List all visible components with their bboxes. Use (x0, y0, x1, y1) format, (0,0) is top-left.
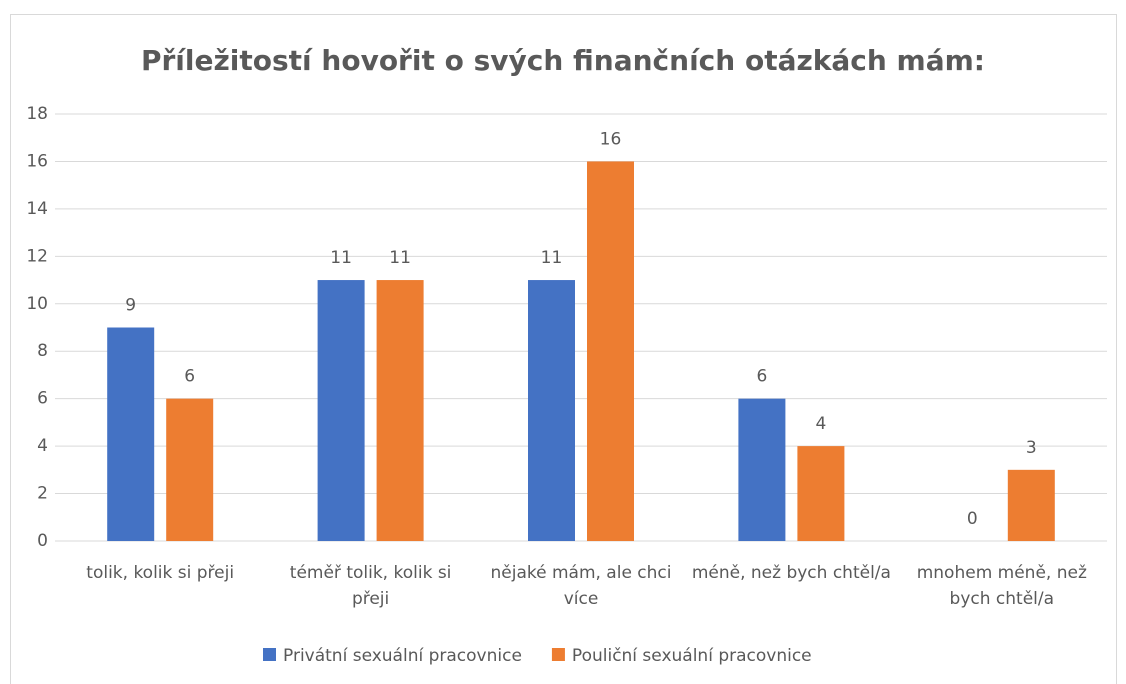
x-tick-label: nějaké mám, ale chci více (490, 563, 672, 609)
x-tick-label: téměř tolik, kolik si přeji (289, 563, 452, 609)
bar (587, 161, 634, 541)
data-label: 11 (541, 248, 563, 268)
data-label: 6 (184, 367, 195, 387)
legend-swatch (551, 648, 565, 661)
legend-swatch (263, 648, 276, 661)
y-tick-label: 12 (26, 246, 48, 266)
data-label: 11 (330, 248, 352, 268)
y-tick-label: 18 (26, 104, 48, 124)
legend-label: Pouliční sexuální pracovnice (572, 646, 812, 666)
bar (107, 327, 155, 541)
data-label: 16 (600, 129, 622, 149)
data-label: 3 (1026, 438, 1037, 458)
chart-title: Příležitostí hovořit o svých finančních … (141, 44, 985, 77)
data-label: 11 (389, 248, 411, 268)
y-tick-label: 16 (26, 151, 48, 171)
data-label: 0 (967, 509, 978, 529)
y-tick-label: 0 (37, 531, 48, 551)
bar (528, 280, 575, 541)
x-tick-label: mnohem méně, než bych chtěl/a (916, 563, 1087, 609)
data-label: 4 (815, 414, 826, 434)
bar (317, 280, 365, 541)
legend-label: Privátní sexuální pracovnice (283, 646, 522, 666)
y-tick-label: 10 (26, 294, 48, 314)
data-label: 6 (756, 367, 767, 387)
bar (1007, 469, 1055, 541)
x-tick-label: tolik, kolik si přeji (86, 563, 235, 583)
y-tick-label: 14 (26, 199, 48, 219)
data-label: 9 (125, 296, 136, 316)
bar (738, 398, 786, 541)
y-tick-label: 8 (37, 341, 48, 361)
x-tick-label: méně, než bych chtěl/a (691, 563, 891, 583)
bar (797, 446, 845, 541)
bar (166, 398, 214, 541)
bar (376, 280, 424, 541)
y-tick-label: 4 (37, 436, 48, 456)
chart-border (10, 14, 1117, 684)
y-tick-label: 6 (37, 389, 48, 409)
y-tick-label: 2 (37, 484, 48, 504)
